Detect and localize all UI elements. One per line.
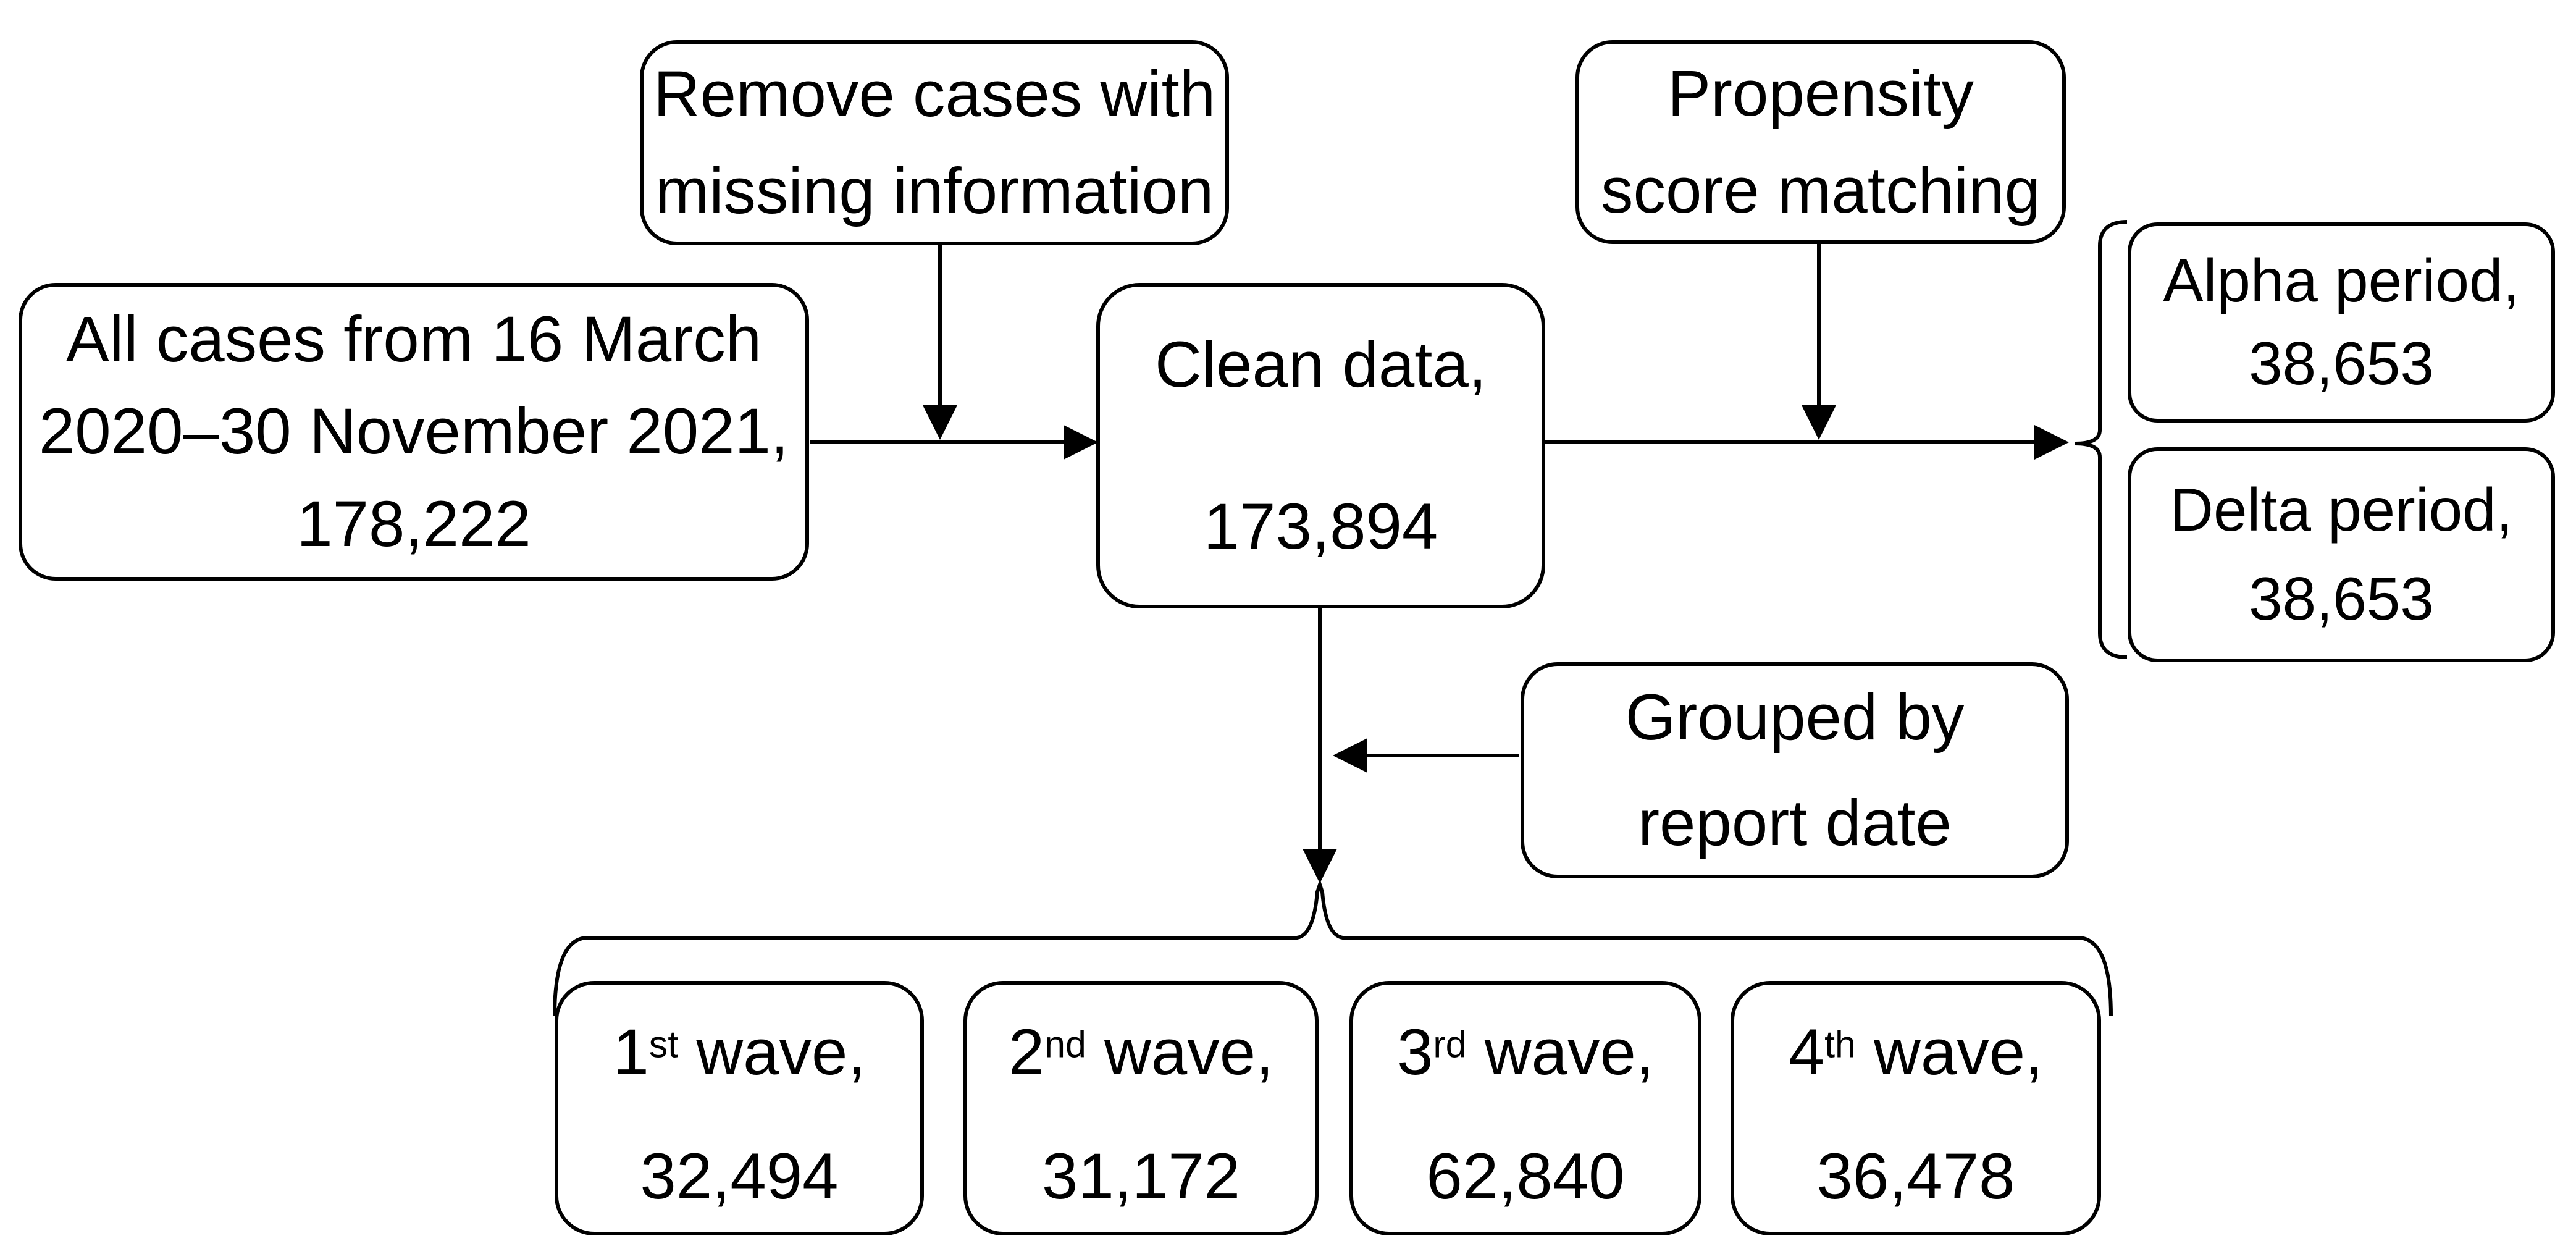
wave3-box: 3rd wave, 62,840 <box>1349 981 1701 1235</box>
arrow-remove-down-head <box>923 405 957 440</box>
delta-period-line1: Delta period, <box>2170 476 2513 544</box>
periods-bracket <box>2075 220 2128 659</box>
wave4-ordinal: 4 <box>1788 1016 1825 1088</box>
grouped-by-line1: Grouped by <box>1625 681 1965 754</box>
propensity-line2: score matching <box>1601 154 2041 227</box>
alpha-period-box: Alpha period, 38,653 <box>2128 222 2555 423</box>
alpha-period-count: 38,653 <box>2249 329 2434 397</box>
wave3-ordinal-suffix: rd <box>1433 1023 1467 1066</box>
wave1-label-rest: wave, <box>678 1016 866 1088</box>
wave4-label: 4th wave, <box>1789 1018 2044 1087</box>
grouped-by-box: Grouped by report date <box>1521 662 2069 878</box>
delta-period-box: Delta period, 38,653 <box>2128 447 2555 662</box>
clean-data-count: 173,894 <box>1203 490 1438 563</box>
wave1-label: 1st wave, <box>613 1018 865 1087</box>
wave3-label-rest: wave, <box>1466 1016 1655 1088</box>
wave4-ordinal-suffix: th <box>1824 1023 1856 1066</box>
wave3-count: 62,840 <box>1426 1140 1625 1213</box>
arrow-propensity-down-head <box>1802 405 1836 440</box>
grouped-by-line2: report date <box>1638 787 1952 859</box>
all-cases-box: All cases from 16 March 2020–30 November… <box>19 283 809 581</box>
wave2-ordinal-suffix: nd <box>1044 1023 1086 1066</box>
waves-brace <box>553 878 2113 1017</box>
clean-data-line1: Clean data, <box>1154 329 1487 402</box>
clean-data-box: Clean data, 173,894 <box>1096 283 1545 608</box>
wave4-box: 4th wave, 36,478 <box>1731 981 2101 1235</box>
all-cases-line1: All cases from 16 March <box>65 303 762 376</box>
wave4-count: 36,478 <box>1816 1140 2015 1213</box>
arrow-clean-to-periods-head <box>2034 425 2069 460</box>
wave4-label-rest: wave, <box>1855 1016 2044 1088</box>
alpha-period-line1: Alpha period, <box>2163 246 2520 315</box>
propensity-box: Propensity score matching <box>1575 40 2066 244</box>
arrow-allcases-to-clean-head <box>1064 425 1098 460</box>
arrow-grouped-left-head <box>1333 738 1367 773</box>
wave1-ordinal-suffix: st <box>648 1023 679 1066</box>
wave3-ordinal: 3 <box>1396 1016 1433 1088</box>
remove-missing-box: Remove cases with missing information <box>640 40 1229 245</box>
wave2-count: 31,172 <box>1041 1140 1241 1213</box>
wave1-count: 32,494 <box>640 1140 839 1213</box>
wave2-label: 2nd wave, <box>1009 1018 1274 1087</box>
all-cases-line2: 2020–30 November 2021, <box>38 395 789 468</box>
propensity-line1: Propensity <box>1667 57 1974 130</box>
delta-period-count: 38,653 <box>2249 565 2434 633</box>
wave2-label-rest: wave, <box>1086 1016 1274 1088</box>
remove-missing-line1: Remove cases with <box>653 58 1216 131</box>
wave2-ordinal: 2 <box>1008 1016 1045 1088</box>
wave1-ordinal: 1 <box>613 1016 649 1088</box>
wave2-box: 2nd wave, 31,172 <box>963 981 1319 1235</box>
remove-missing-line2: missing information <box>655 154 1214 227</box>
wave3-label: 3rd wave, <box>1397 1018 1654 1087</box>
wave1-box: 1st wave, 32,494 <box>555 981 924 1235</box>
arrow-clean-to-waves-head <box>1303 849 1337 883</box>
all-cases-count: 178,222 <box>296 487 531 560</box>
